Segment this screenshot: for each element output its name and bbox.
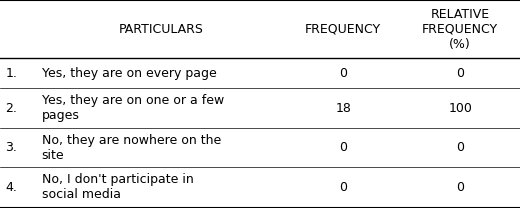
Text: No, they are nowhere on the
site: No, they are nowhere on the site xyxy=(42,134,221,162)
Text: 0: 0 xyxy=(456,141,464,154)
Text: RELATIVE
FREQUENCY
(%): RELATIVE FREQUENCY (%) xyxy=(422,8,498,51)
Text: 0: 0 xyxy=(456,67,464,80)
Text: 2.: 2. xyxy=(5,102,17,115)
Text: 18: 18 xyxy=(335,102,351,115)
Text: Yes, they are on one or a few
pages: Yes, they are on one or a few pages xyxy=(42,94,224,122)
Text: 4.: 4. xyxy=(5,181,17,194)
Text: 1.: 1. xyxy=(5,67,17,80)
Text: PARTICULARS: PARTICULARS xyxy=(119,23,204,36)
Text: 0: 0 xyxy=(456,181,464,194)
Text: 100: 100 xyxy=(448,102,472,115)
Text: Yes, they are on every page: Yes, they are on every page xyxy=(42,67,216,80)
Text: No, I don't participate in
social media: No, I don't participate in social media xyxy=(42,173,193,201)
Text: 0: 0 xyxy=(339,67,347,80)
Text: 0: 0 xyxy=(339,181,347,194)
Text: 3.: 3. xyxy=(5,141,17,154)
Text: FREQUENCY: FREQUENCY xyxy=(305,23,381,36)
Text: 0: 0 xyxy=(339,141,347,154)
